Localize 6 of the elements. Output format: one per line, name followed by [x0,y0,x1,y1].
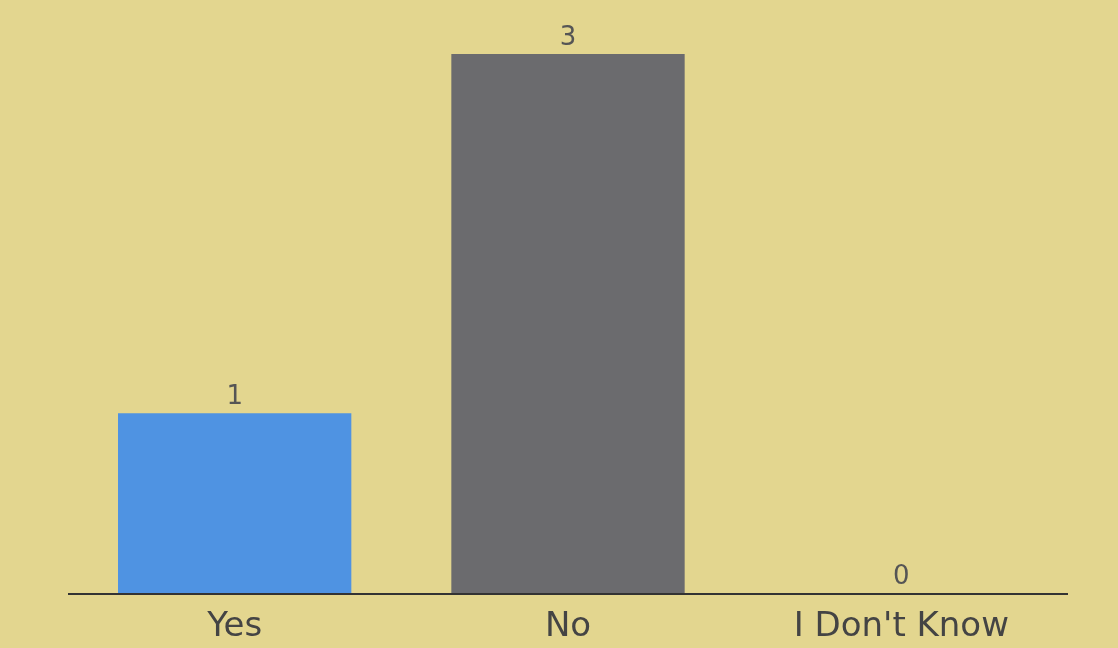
x-tick-label: I Don't Know [793,603,1009,644]
data-label: 0 [893,560,910,590]
x-tick-label: Yes [206,603,263,644]
x-tick-label: No [544,603,592,644]
data-label: 1 [226,380,243,411]
data-label: 3 [559,21,577,51]
